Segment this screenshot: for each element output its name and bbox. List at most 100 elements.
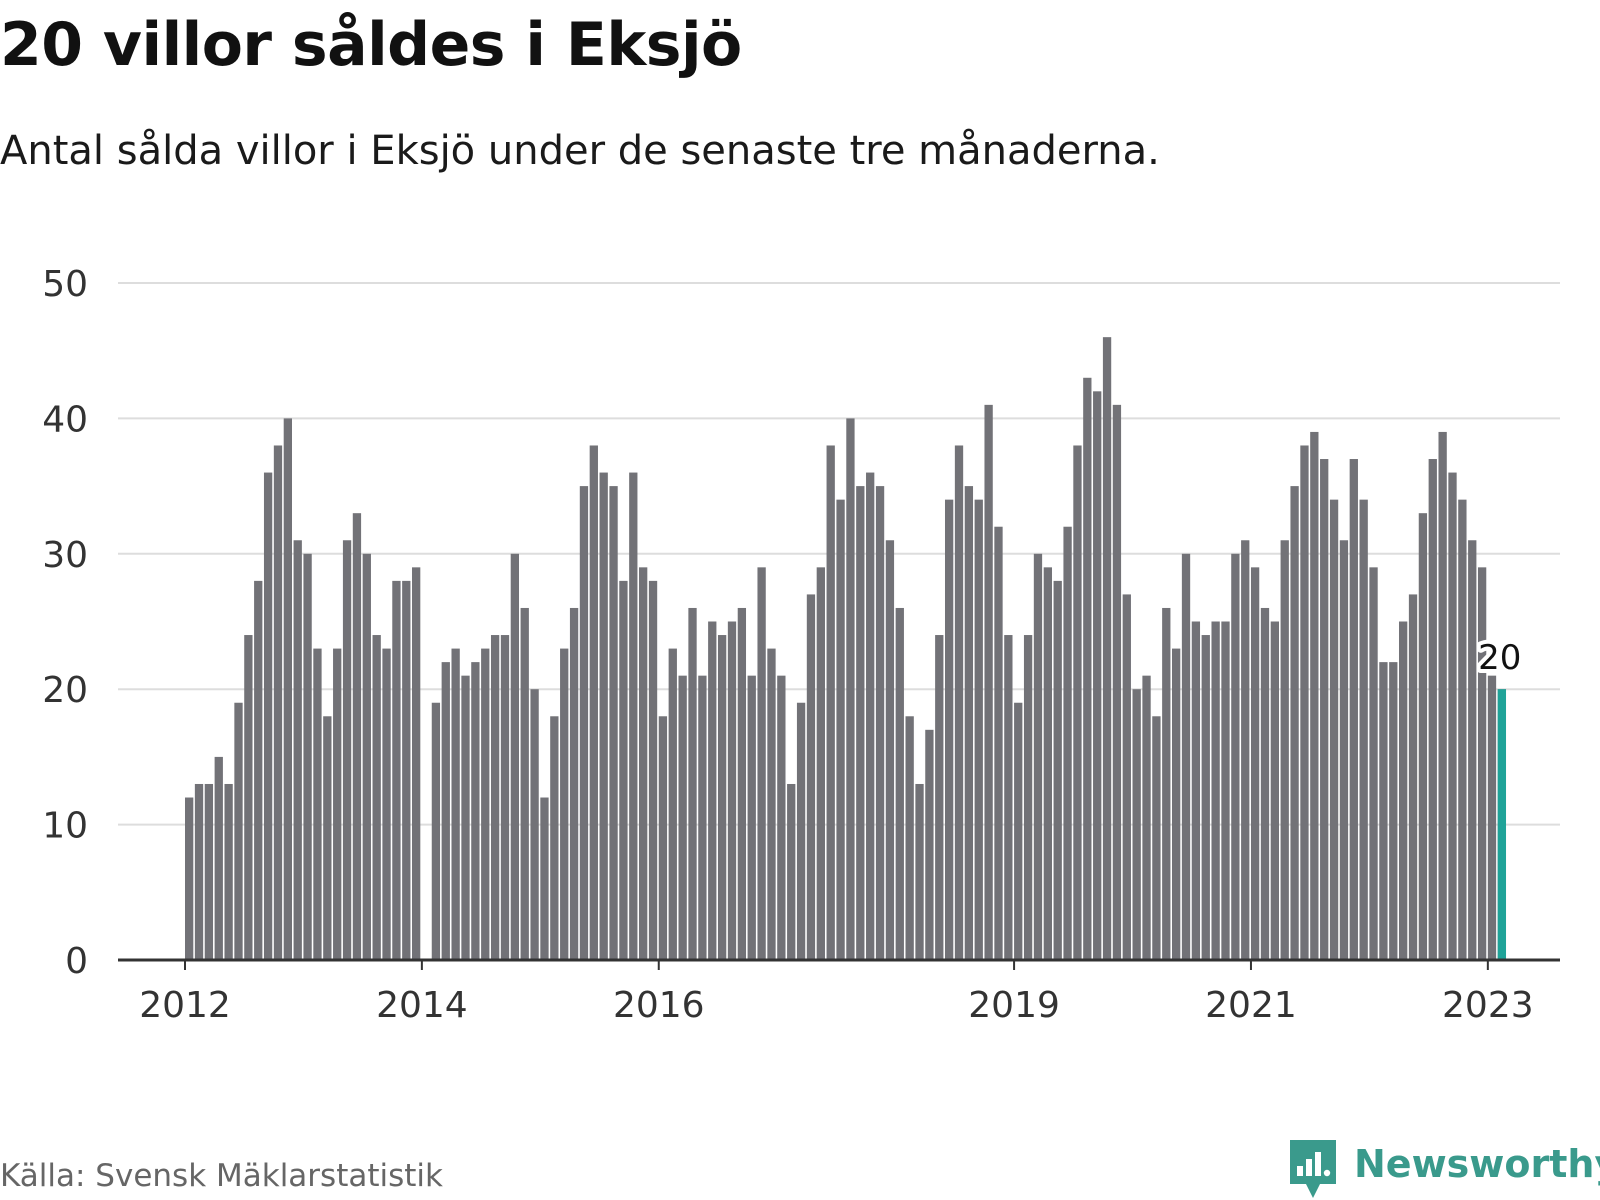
bar [214, 756, 223, 960]
bar [1310, 431, 1319, 960]
bar [273, 445, 283, 961]
highlight-bar [1497, 689, 1507, 960]
bar [648, 580, 658, 960]
bar [194, 783, 204, 960]
bar [520, 607, 529, 960]
chart-subtitle: Antal sålda villor i Eksjö under de sena… [0, 128, 1160, 174]
bar [1270, 621, 1279, 960]
bar [1093, 391, 1102, 960]
bar [658, 716, 668, 960]
bar [342, 540, 352, 960]
highlight-label-halo: 20 [1478, 638, 1521, 678]
bar [441, 662, 450, 960]
bar [303, 553, 312, 960]
bar [1014, 702, 1023, 960]
y-tick-label: 0 [65, 941, 88, 982]
bar [234, 702, 243, 960]
bar [1359, 499, 1368, 960]
bar [1073, 445, 1082, 961]
y-tick-label: 50 [42, 264, 88, 305]
x-tick-label: 2019 [968, 985, 1060, 1026]
x-tick-label: 2012 [139, 985, 231, 1026]
bar [471, 662, 480, 960]
y-tick-label: 30 [42, 535, 88, 576]
bar [431, 702, 441, 960]
bar [500, 635, 510, 960]
bar [629, 472, 638, 960]
axes [118, 958, 1560, 970]
bar [1339, 540, 1349, 960]
bar [905, 716, 914, 960]
bar [481, 648, 490, 960]
bar [540, 797, 549, 960]
bar [402, 580, 411, 960]
bar [826, 445, 835, 961]
bar [1477, 567, 1487, 960]
bar [185, 797, 194, 960]
bar [717, 635, 727, 960]
bar [1241, 540, 1250, 960]
bar [935, 635, 944, 960]
bar [836, 499, 845, 960]
bar [451, 648, 460, 960]
bar [1122, 594, 1131, 960]
bar [668, 648, 677, 960]
bar [579, 486, 589, 960]
bar [698, 675, 707, 960]
newsworthy-logo-icon [1290, 1140, 1336, 1198]
bar [1142, 675, 1151, 960]
bar [796, 702, 806, 960]
bar [974, 499, 983, 960]
x-tick-label: 2016 [613, 985, 705, 1026]
bar [1063, 526, 1072, 960]
bar [1221, 621, 1230, 960]
brand-logo: Newsworthy [1288, 1138, 1600, 1198]
bar [1349, 459, 1358, 960]
bar [1408, 594, 1418, 960]
bar [1280, 540, 1289, 960]
bar [1181, 553, 1191, 960]
bar [1399, 621, 1408, 960]
bar [1260, 607, 1270, 960]
bar [964, 486, 974, 960]
bar [244, 635, 253, 960]
bar [599, 472, 608, 960]
bar [461, 675, 470, 960]
bar [787, 783, 796, 960]
y-tick-label: 40 [42, 399, 88, 440]
bar [412, 567, 421, 960]
y-tick-label: 10 [42, 806, 88, 847]
bar [1438, 431, 1447, 960]
bar [1083, 377, 1092, 960]
bar [1448, 472, 1457, 960]
bar [678, 675, 687, 960]
bar [1102, 337, 1112, 960]
bar [1172, 648, 1181, 960]
bar [293, 540, 302, 960]
bar [313, 648, 322, 960]
bar [1053, 580, 1062, 960]
bar [1389, 662, 1398, 960]
bar [1112, 404, 1122, 960]
bar [1290, 486, 1299, 960]
bar [1201, 635, 1210, 960]
chart-title: 20 villor såldes i Eksjö [0, 10, 742, 80]
bar [382, 648, 391, 960]
bar [688, 607, 697, 960]
bar [283, 418, 292, 960]
bar [1458, 499, 1467, 960]
bar [915, 783, 924, 960]
bar [777, 675, 786, 960]
bar [619, 580, 628, 960]
bar [727, 621, 737, 960]
bar [1379, 662, 1388, 960]
bar [1300, 445, 1309, 961]
bar [1132, 689, 1141, 960]
bar [737, 607, 747, 960]
bar [767, 648, 776, 960]
bar [589, 445, 598, 961]
bar [816, 567, 825, 960]
bar [875, 486, 885, 960]
bar [639, 567, 648, 960]
